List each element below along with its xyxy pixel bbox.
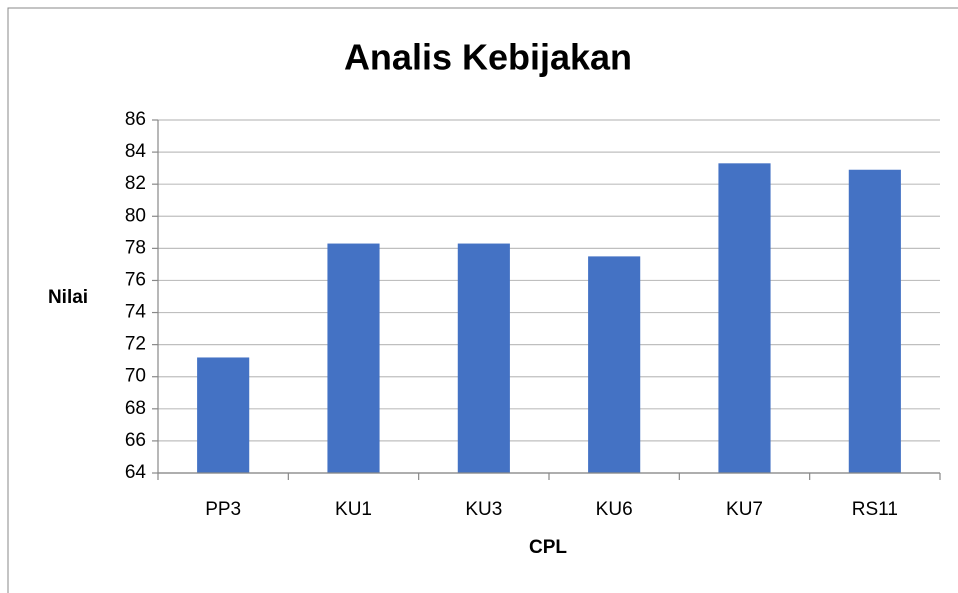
y-tick-label: 72: [125, 334, 146, 355]
chart-title: Analis Kebijakan: [344, 37, 632, 78]
x-tick-label: RS11: [852, 499, 898, 520]
y-tick-label: 74: [125, 302, 147, 323]
x-tick-label: KU7: [726, 499, 763, 520]
bar: [718, 163, 771, 473]
y-tick-label: 70: [125, 366, 146, 387]
x-tick-label: KU6: [596, 499, 633, 520]
y-tick-label: 64: [125, 462, 147, 483]
y-tick-label: 66: [125, 430, 146, 451]
x-tick-label: KU3: [465, 499, 502, 520]
bar: [457, 243, 510, 473]
y-tick-label: 86: [125, 109, 146, 130]
x-axis-label: CPL: [529, 537, 567, 558]
y-axis-label: Nilai: [48, 287, 88, 308]
y-tick-label: 68: [125, 398, 146, 419]
bar: [327, 243, 380, 473]
x-tick-label: KU1: [335, 499, 372, 520]
x-tick-label: PP3: [205, 499, 241, 520]
y-tick-label: 76: [125, 269, 146, 290]
y-tick-label: 82: [125, 173, 146, 194]
y-tick-label: 78: [125, 237, 146, 258]
bar: [848, 169, 901, 473]
y-tick-label: 84: [125, 141, 147, 162]
y-tick-label: 80: [125, 205, 146, 226]
bar: [588, 256, 641, 473]
bar: [197, 357, 250, 473]
